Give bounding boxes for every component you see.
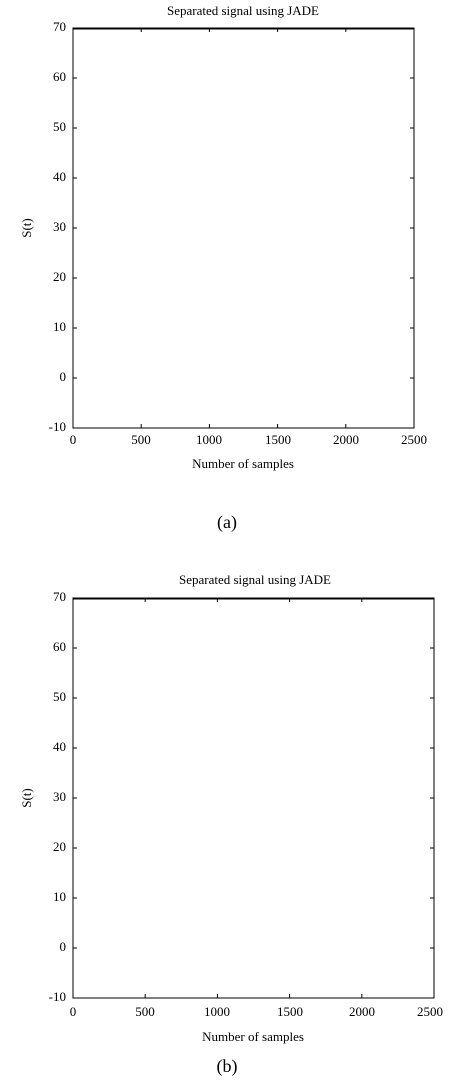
x-tick-label: 1500 [265,432,291,447]
x-axis-label: Number of samples [202,1029,304,1044]
y-tick-label: 20 [53,839,66,854]
y-tick-label: -10 [49,989,66,1004]
x-tick-label: 0 [70,432,77,447]
figure-caption: (b) [217,1056,238,1077]
y-tick-label: 40 [53,169,66,184]
chart-title: Separated signal using JADE [179,572,331,587]
chart-a: Separated signal using JADE -10 0 10 20 … [19,3,427,533]
y-tick-label: 10 [53,889,66,904]
y-tick-label: 10 [53,319,66,334]
y-tick-label: 30 [53,219,66,234]
x-tick-label: 500 [135,1004,155,1019]
y-tick-label: 60 [53,639,66,654]
x-axis-label: Number of samples [192,456,294,471]
y-tick-label: 70 [53,589,66,604]
y-tick-label: 0 [60,369,67,384]
x-tick-label: 0 [70,1004,77,1019]
y-tick-label: 40 [53,739,66,754]
y-tick-label: 30 [53,789,66,804]
chart-title: Separated signal using JADE [167,3,319,18]
y-tick-label: -10 [49,419,66,434]
axis-ticks [72,27,415,429]
chart-b: Separated signal using JADE -10 0 10 20 … [19,572,443,1077]
x-tick-label: 500 [131,432,151,447]
x-tick-label: 1500 [277,1004,303,1019]
x-tick-label: 1000 [204,1004,230,1019]
figure-caption: (a) [217,512,237,533]
plot-frame [72,27,415,429]
y-axis-label: S(t) [19,218,34,238]
y-tick-label: 70 [53,19,66,34]
y-axis-label: S(t) [19,788,34,808]
x-tick-label: 2500 [417,1004,443,1019]
axis-ticks [72,597,435,999]
y-tick-label: 50 [53,119,66,134]
x-tick-label: 2000 [333,432,359,447]
y-tick-label: 50 [53,689,66,704]
y-tick-label: 20 [53,269,66,284]
x-tick-label: 2500 [401,432,427,447]
plot-frame [72,597,435,999]
x-tick-label: 1000 [196,432,222,447]
y-tick-label: 60 [53,69,66,84]
y-tick-label: 0 [60,939,67,954]
x-tick-label: 2000 [349,1004,375,1019]
